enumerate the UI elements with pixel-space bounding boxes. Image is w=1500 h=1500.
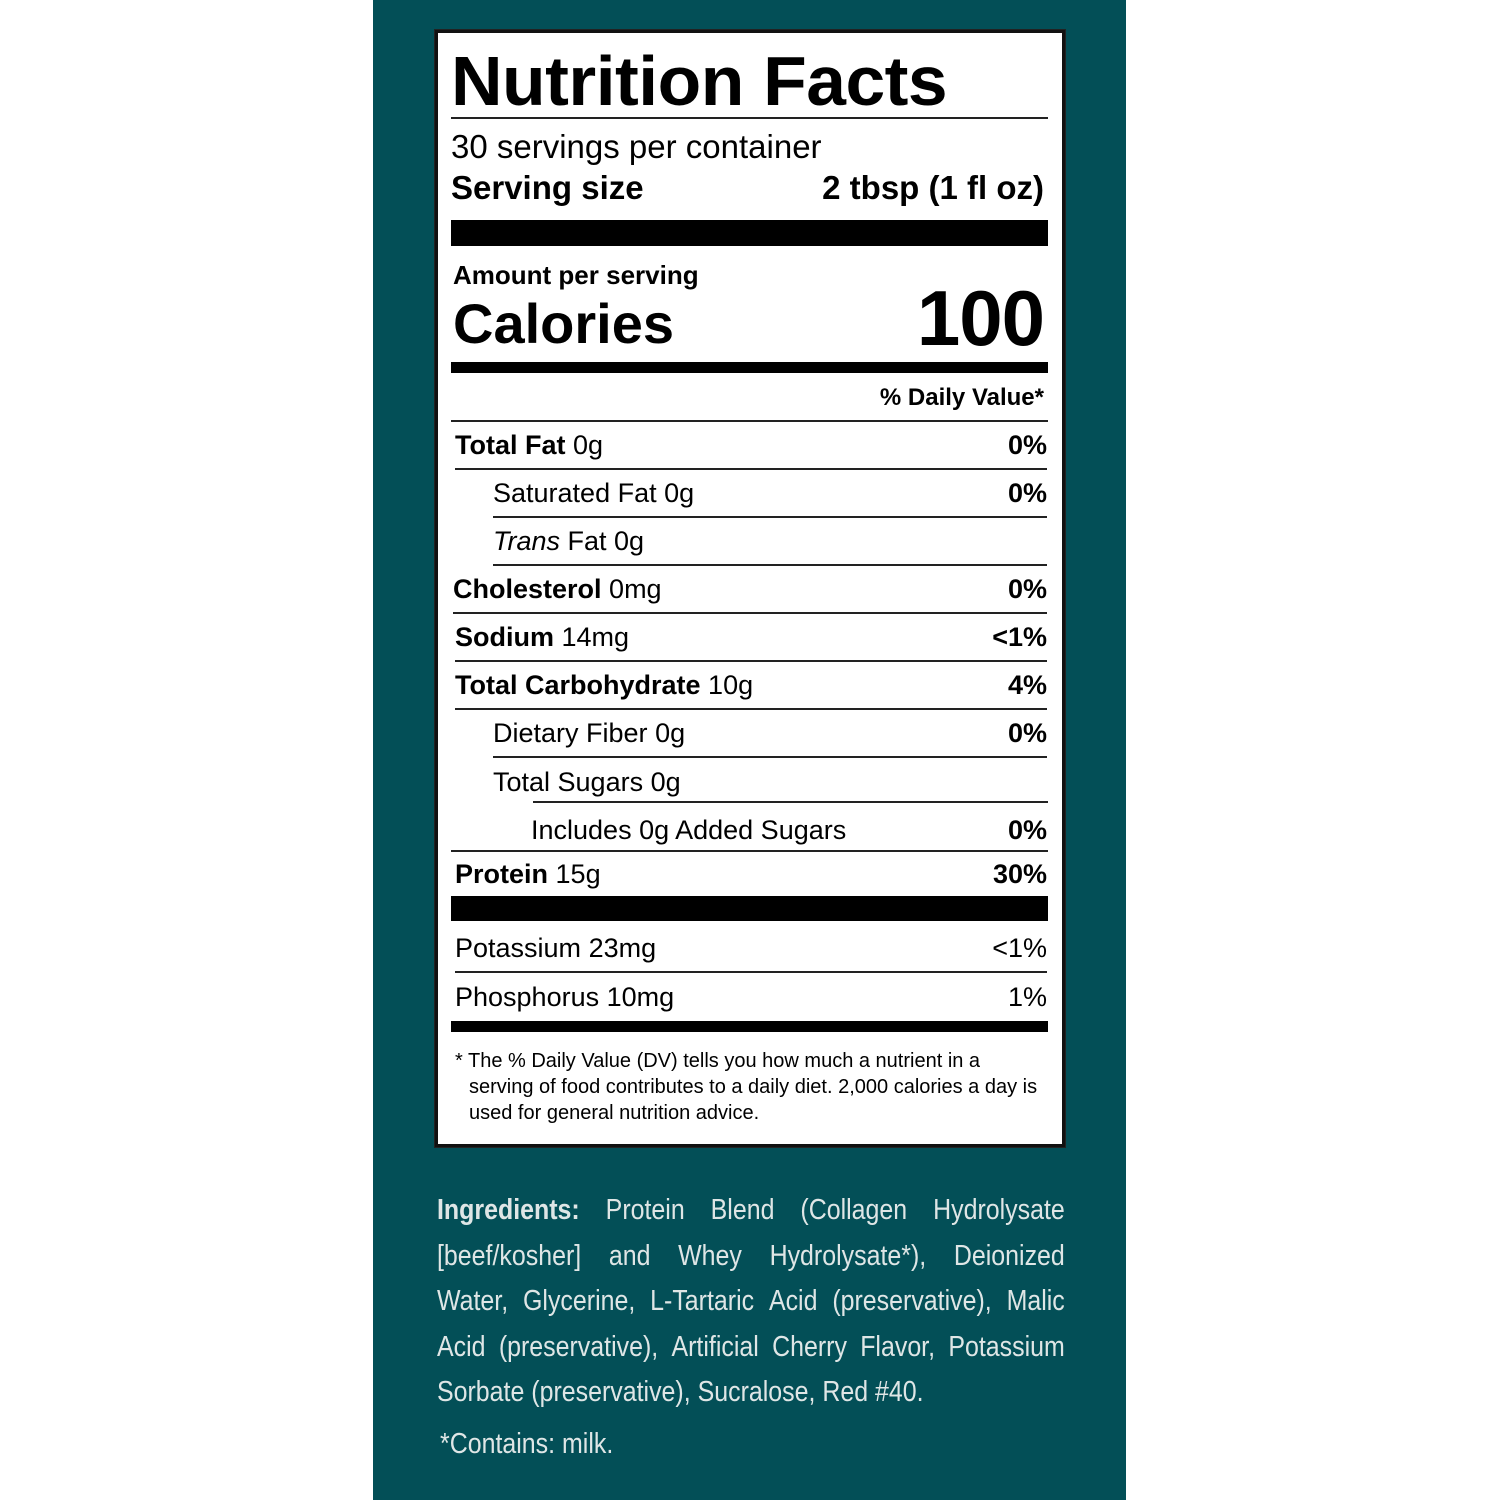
calories-label: Calories [453, 292, 674, 355]
calories-value: 100 [916, 274, 1045, 362]
nutrient-row-total-carbohydrate: Total Carbohydrate 10g 4% [455, 662, 1047, 710]
nutrient-row-total-sugars: Total Sugars 0g [493, 766, 681, 797]
nutrient-row-dietary-fiber: Dietary Fiber 0g 0% [493, 710, 1047, 758]
divider [451, 850, 1048, 852]
label-title: Nutrition Facts [451, 42, 948, 120]
ingredients-label: Ingredients: [437, 1194, 580, 1226]
daily-value-footnote: * The % Daily Value (DV) tells you how m… [455, 1050, 1038, 1124]
serving-size-value: 2 tbsp (1 fl oz) [822, 169, 1044, 206]
nutrient-row-added-sugars: Includes 0g Added Sugars 0% [531, 814, 1047, 845]
ingredients-line: [beef/kosher] and Whey Hydrolysate*), Deioni… [437, 1239, 1065, 1272]
nutrient-row-saturated-fat: Saturated Fat 0g 0% [493, 470, 1047, 518]
ingredients-section: Ingredients: Protein Blend (Collagen Hydroly… [437, 1188, 1065, 1416]
allergen-statement: *Contains: milk. [440, 1428, 614, 1460]
divider [533, 801, 1048, 803]
medium-bar [451, 362, 1048, 373]
thick-bar [451, 220, 1048, 246]
nutrient-row-potassium: Potassium 23mg <1% [455, 925, 1047, 973]
amount-per-serving: Amount per serving [453, 260, 699, 290]
thick-bar [451, 896, 1048, 921]
nutrient-row-total-fat: Total Fat 0g 0% [455, 422, 1047, 470]
divider [451, 420, 1048, 422]
nutrient-row-cholesterol: Cholesterol 0mg 0% [453, 566, 1047, 614]
ingredients-line: Water, Glycerine, L-Tartaric Acid (preservat… [437, 1285, 1065, 1317]
serving-size-label: Serving size [451, 169, 644, 206]
nutrition-facts-label: Nutrition Facts 30 servings per containe… [435, 30, 1065, 1147]
nutrient-row-phosphorus: Phosphorus 10mg 1% [455, 981, 1047, 1012]
ingredients-line: Ingredients: Protein Blend (Collagen Hydroly… [437, 1188, 1065, 1234]
ingredients-line: Sorbate (preservative), Sucralose, Red #… [437, 1376, 924, 1408]
nutrient-row-protein: Protein 15g 30% [455, 858, 1047, 889]
daily-value-header: % Daily Value* [879, 384, 1044, 411]
servings-per-container: 30 servings per container [451, 128, 822, 165]
divider [451, 117, 1048, 119]
nutrient-row-sodium: Sodium 14mg <1% [455, 614, 1047, 662]
medium-bar [451, 1021, 1048, 1032]
serving-size: Serving size 2 tbsp (1 fl oz) [451, 169, 1044, 207]
ingredients-line: Acid (preservative), Artificial Cherry Flavo… [437, 1330, 1065, 1363]
nutrient-row-trans-fat: Trans Fat 0g [493, 518, 1047, 566]
